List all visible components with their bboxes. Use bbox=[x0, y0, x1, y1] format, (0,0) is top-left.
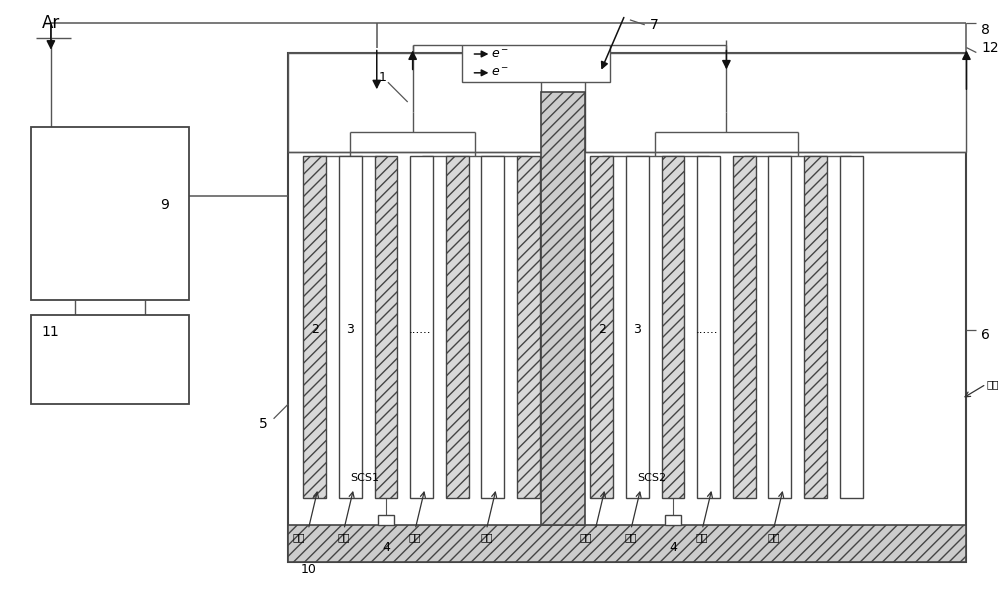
Text: 1: 1 bbox=[379, 71, 387, 84]
Text: 光源: 光源 bbox=[986, 379, 999, 389]
Text: 10: 10 bbox=[300, 563, 316, 577]
Text: 2: 2 bbox=[311, 323, 319, 336]
Text: 9: 9 bbox=[160, 198, 169, 212]
Bar bbox=[378, 515, 394, 525]
Text: SCS2: SCS2 bbox=[638, 473, 667, 483]
Bar bbox=[517, 156, 540, 498]
Text: 光源: 光源 bbox=[409, 533, 421, 543]
Bar bbox=[462, 45, 610, 82]
Bar bbox=[339, 156, 362, 498]
Text: Ar: Ar bbox=[42, 14, 60, 32]
Bar bbox=[446, 156, 469, 498]
Text: 12: 12 bbox=[981, 40, 999, 55]
Text: ......: ...... bbox=[696, 323, 718, 336]
Text: 3: 3 bbox=[346, 323, 354, 336]
Text: 光源: 光源 bbox=[696, 533, 708, 543]
Text: 11: 11 bbox=[41, 325, 59, 339]
Text: 2: 2 bbox=[598, 323, 606, 336]
Bar bbox=[804, 156, 827, 498]
Text: 7: 7 bbox=[650, 18, 658, 32]
Bar bbox=[303, 156, 326, 498]
Bar bbox=[481, 156, 504, 498]
Text: 光源: 光源 bbox=[625, 533, 637, 543]
Bar bbox=[733, 156, 756, 498]
Text: 6: 6 bbox=[981, 328, 990, 342]
Text: 光源: 光源 bbox=[767, 533, 780, 543]
Bar bbox=[665, 515, 681, 525]
Text: 光源: 光源 bbox=[480, 533, 493, 543]
Text: 4: 4 bbox=[382, 541, 390, 554]
Text: 8: 8 bbox=[981, 23, 990, 37]
Text: 光源: 光源 bbox=[338, 533, 350, 543]
Bar bbox=[697, 156, 720, 498]
Bar bbox=[626, 156, 649, 498]
Text: 5: 5 bbox=[259, 416, 268, 431]
Bar bbox=[288, 52, 541, 152]
Bar bbox=[288, 525, 966, 562]
Bar bbox=[410, 156, 433, 498]
Text: 4: 4 bbox=[669, 541, 677, 554]
Text: $e^-$: $e^-$ bbox=[491, 66, 510, 79]
Text: 3: 3 bbox=[633, 323, 641, 336]
Text: 光源: 光源 bbox=[292, 533, 305, 543]
Text: $e^-$: $e^-$ bbox=[491, 48, 510, 61]
Bar bbox=[375, 156, 397, 498]
Bar bbox=[31, 315, 189, 404]
Bar bbox=[768, 156, 791, 498]
Bar bbox=[288, 52, 966, 562]
Text: SCS1: SCS1 bbox=[351, 473, 380, 483]
Bar bbox=[585, 52, 966, 152]
Bar bbox=[662, 156, 684, 498]
Bar bbox=[840, 156, 863, 498]
Bar bbox=[31, 127, 189, 300]
Bar bbox=[541, 92, 585, 525]
Bar bbox=[590, 156, 613, 498]
Text: ......: ...... bbox=[409, 323, 431, 336]
Text: 光源: 光源 bbox=[579, 533, 592, 543]
